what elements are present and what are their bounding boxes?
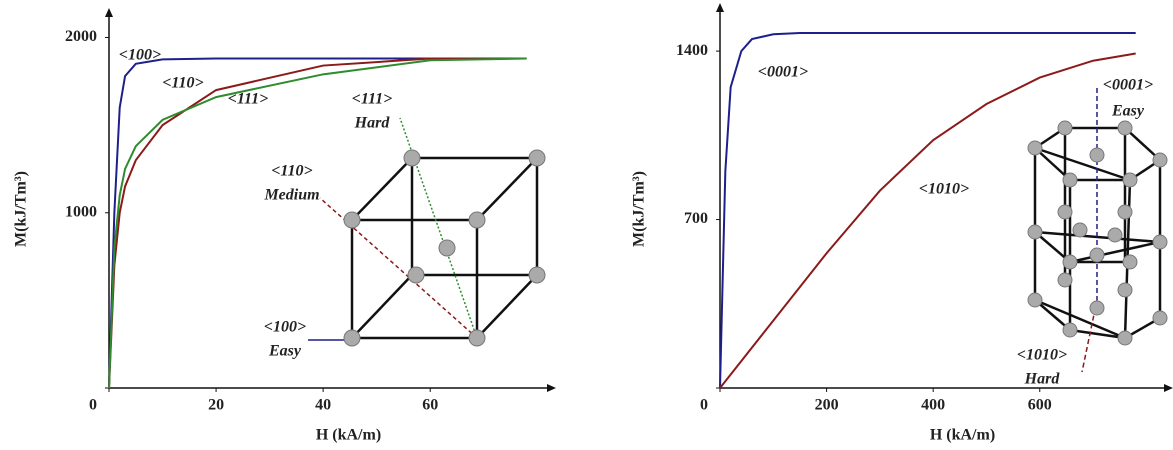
- y-tick-label: 700: [684, 210, 708, 227]
- axis-arrow: [716, 3, 724, 12]
- annotation: Easy: [1111, 103, 1145, 120]
- annotation: Medium: [263, 187, 319, 204]
- x-tick-label: 60: [422, 397, 438, 414]
- annotation: <100>: [264, 319, 306, 336]
- annotation: <111>: [352, 91, 392, 108]
- annotation: <110>: [271, 163, 312, 180]
- annotation: Easy: [268, 343, 302, 360]
- y-tick-label: 2000: [65, 28, 97, 45]
- y-axis-label: M(kJ/Tm³): [631, 171, 648, 247]
- curve-label: <0001>: [758, 64, 808, 81]
- axis-arrow: [1164, 384, 1173, 392]
- x-tick-label: 0: [89, 397, 97, 414]
- y-tick-label: 1400: [676, 42, 708, 59]
- curve-label: <111>: [228, 91, 268, 108]
- y-tick-label: 1000: [65, 203, 97, 220]
- curve-label: <110>: [162, 75, 203, 92]
- x-tick-label: 0: [700, 397, 708, 414]
- annotation: <1010>: [1017, 347, 1067, 364]
- x-tick-label: 20: [208, 397, 224, 414]
- axis-arrow: [547, 384, 556, 392]
- x-tick-label: 400: [921, 397, 945, 414]
- figure: 020406010002000H (kA/m)M(kJ/Tm³)<100><11…: [0, 0, 1173, 450]
- annotation: <0001>: [1103, 77, 1153, 94]
- annotation: Hard: [1024, 371, 1061, 388]
- axis-arrow: [105, 8, 113, 17]
- curve: [720, 54, 1136, 388]
- x-tick-label: 600: [1028, 397, 1052, 414]
- x-axis-label: H (kA/m): [930, 427, 995, 444]
- cubic-lattice: [308, 118, 545, 346]
- curve-label: <1010>: [919, 181, 969, 198]
- curve-label: <100>: [119, 47, 161, 64]
- x-tick-label: 200: [815, 397, 839, 414]
- y-axis-label: M(kJ/Tm³): [13, 171, 30, 247]
- x-tick-label: 40: [315, 397, 331, 414]
- x-axis-label: H (kA/m): [316, 427, 381, 444]
- hexagonal-lattice: [1028, 88, 1167, 372]
- annotation: Hard: [354, 115, 391, 132]
